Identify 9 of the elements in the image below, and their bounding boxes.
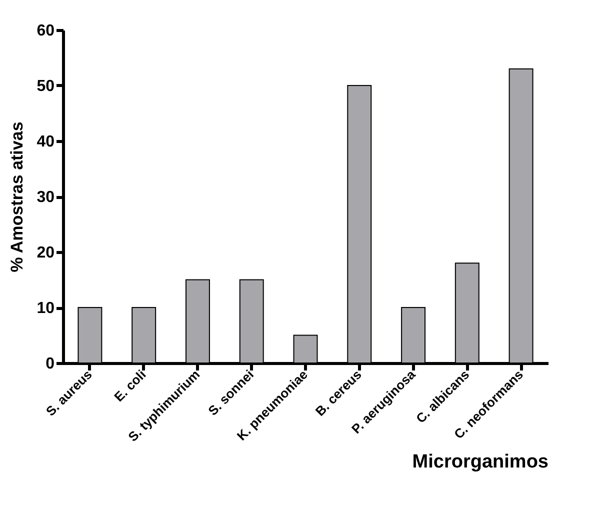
y-tick-label: 0 — [46, 356, 55, 372]
y-tick-label: 20 — [36, 244, 55, 262]
y-tick-label: 60 — [36, 22, 55, 40]
y-tick-label: 10 — [36, 300, 55, 317]
y-tick-label: 50 — [36, 78, 55, 95]
y-tick-label: 40 — [36, 134, 55, 150]
x-axis-title: Microrganimos — [412, 451, 548, 472]
y-axis-title: % Amostras ativas — [8, 122, 27, 272]
y-tick-label: 30 — [36, 189, 55, 206]
